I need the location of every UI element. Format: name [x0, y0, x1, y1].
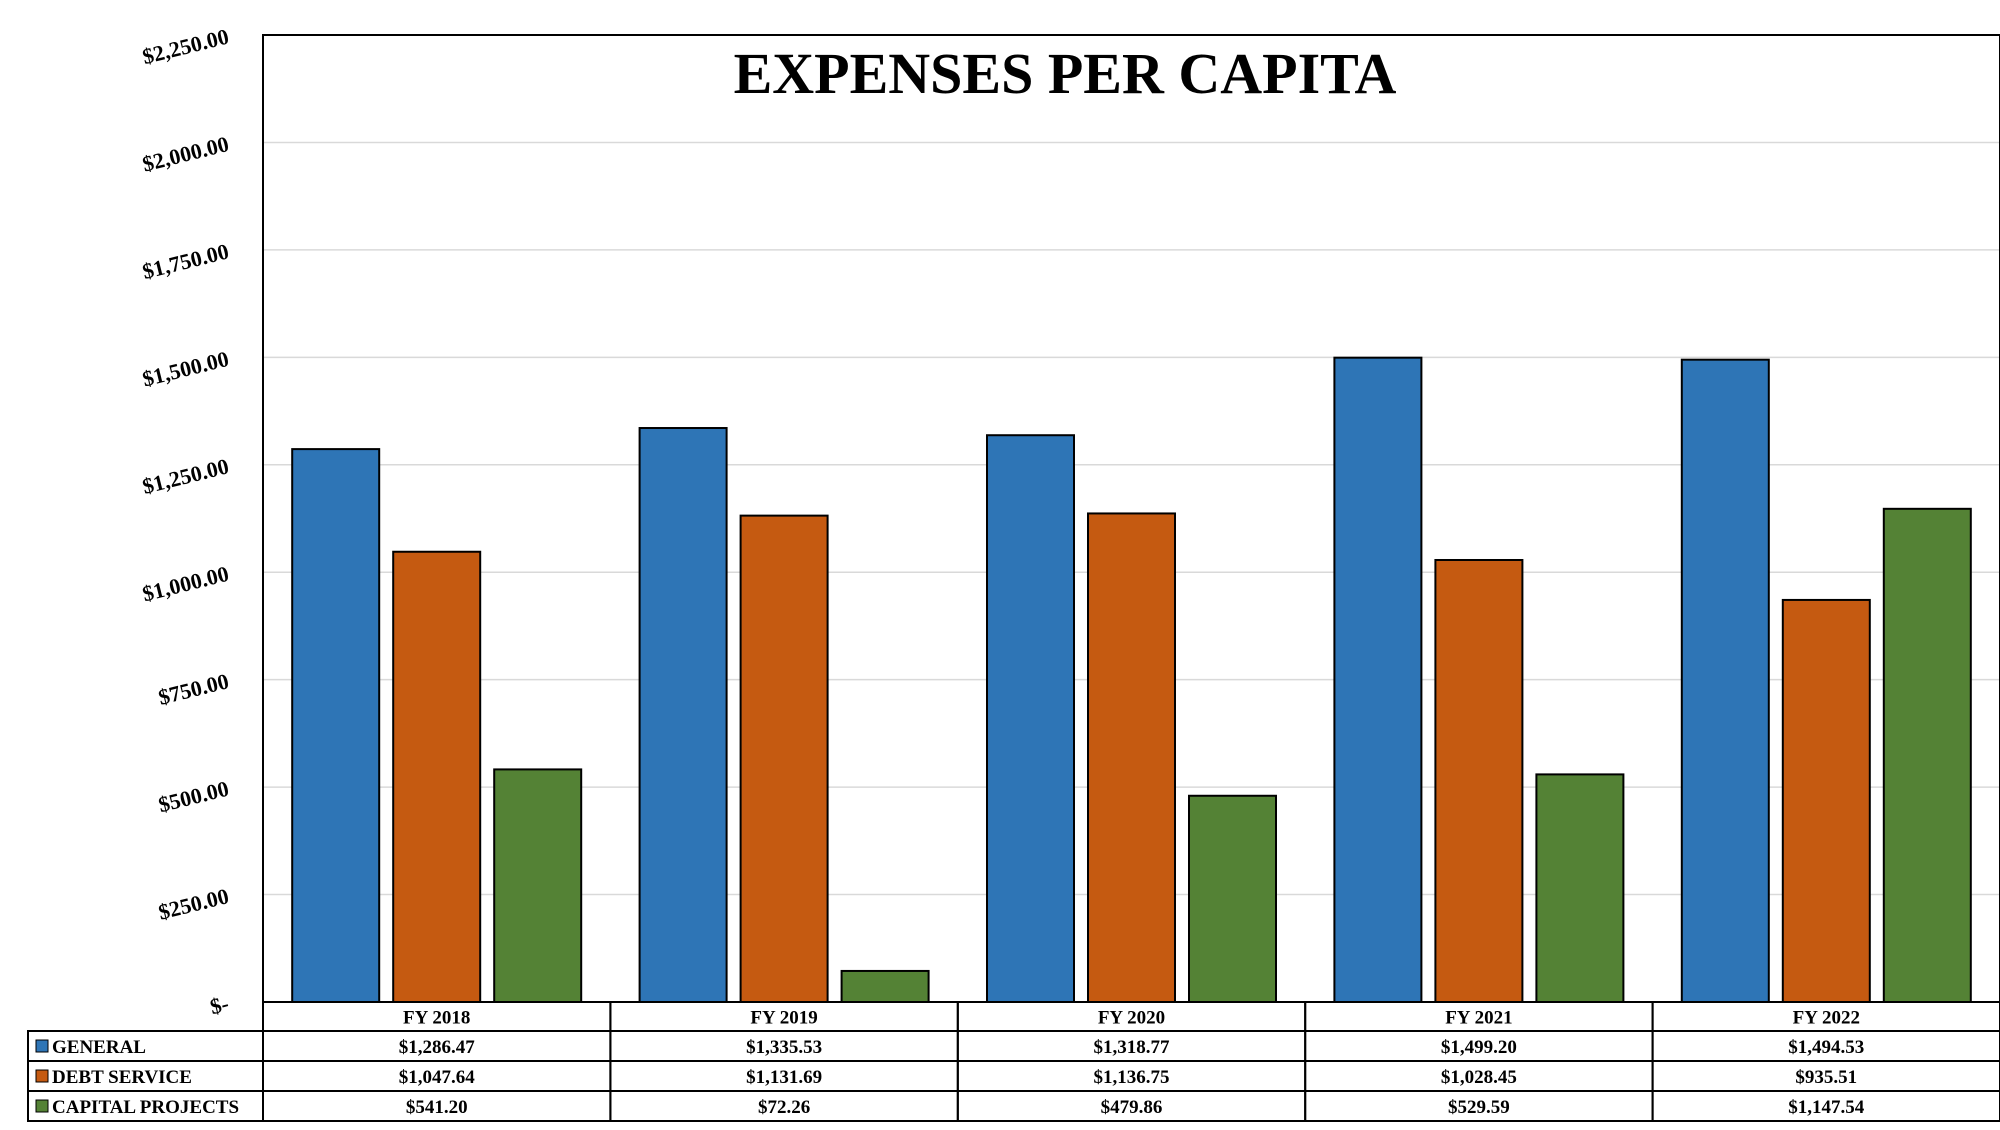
bar-general: [1333, 356, 1423, 1003]
category-label: FY 2021: [1445, 1008, 1512, 1029]
bar-capital-projects: [1535, 773, 1625, 1003]
data-label: $1,335.53: [746, 1037, 822, 1058]
data-label: $1,286.47: [399, 1037, 476, 1058]
category-label: FY 2022: [1793, 1008, 1860, 1029]
legend-label: CAPITAL PROJECTS: [52, 1097, 239, 1118]
y-tick-label: $1,750.00: [140, 238, 231, 284]
data-label: $1,131.69: [746, 1067, 822, 1088]
y-tick-label: $2,000.00: [140, 131, 231, 177]
y-tick-label: $500.00: [156, 776, 231, 818]
data-label: $541.20: [406, 1097, 468, 1118]
data-label: $72.26: [758, 1097, 810, 1118]
y-tick-label: $1,500.00: [140, 346, 231, 392]
data-label: $1,136.75: [1094, 1067, 1170, 1088]
bar-capital-projects: [840, 969, 930, 1004]
data-label: $1,047.64: [399, 1067, 476, 1088]
legend-swatch: [35, 1039, 49, 1053]
bar-capital-projects: [1882, 507, 1972, 1003]
y-tick-label: $1,000.00: [140, 561, 231, 607]
bar-capital-projects: [493, 768, 583, 1004]
bar-general: [291, 448, 381, 1004]
data-label: $529.59: [1448, 1097, 1510, 1118]
data-label: $1,494.53: [1788, 1037, 1864, 1058]
bar-debt-service: [1434, 558, 1524, 1003]
y-tick-label: $750.00: [156, 668, 231, 710]
bar-debt-service: [392, 550, 482, 1003]
bar-general: [1680, 358, 1770, 1003]
legend-label: DEBT SERVICE: [52, 1067, 192, 1088]
data-label: $1,147.54: [1788, 1097, 1865, 1118]
bar-general: [986, 434, 1075, 1003]
bar-debt-service: [1087, 512, 1176, 1004]
y-tick-label: $250.00: [156, 883, 231, 925]
bar-general: [638, 427, 728, 1004]
bar-capital-projects: [1188, 794, 1277, 1004]
bar-debt-service: [1781, 598, 1871, 1003]
data-label: $935.51: [1795, 1067, 1857, 1088]
data-label: $479.86: [1101, 1097, 1163, 1118]
category-label: FY 2019: [750, 1008, 817, 1029]
y-tick-label: $2,250.00: [140, 24, 231, 70]
y-tick-label: $-: [207, 991, 231, 1020]
category-label: FY 2020: [1098, 1008, 1165, 1029]
y-tick-label: $1,250.00: [140, 453, 231, 499]
bar-debt-service: [739, 514, 829, 1004]
legend-label: GENERAL: [52, 1037, 146, 1058]
data-label: $1,499.20: [1441, 1037, 1517, 1058]
legend-swatch: [35, 1069, 49, 1083]
data-label: $1,028.45: [1441, 1067, 1517, 1088]
legend-swatch: [35, 1099, 49, 1113]
data-label: $1,318.77: [1094, 1037, 1171, 1058]
chart-title: EXPENSES PER CAPITA: [734, 41, 1397, 106]
category-label: FY 2018: [403, 1008, 470, 1029]
